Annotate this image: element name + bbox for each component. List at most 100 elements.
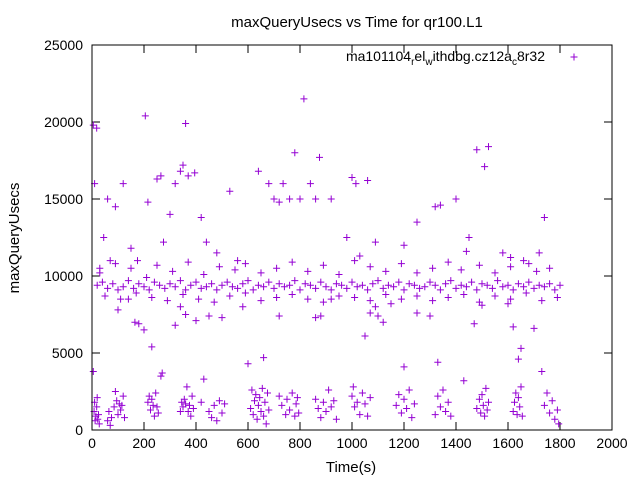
data-point [182,311,190,318]
data-point [234,284,242,292]
data-point [111,388,119,395]
data-point [93,281,101,289]
data-point [176,303,184,311]
data-point [499,249,507,257]
data-point [286,406,294,414]
data-point [286,281,294,289]
data-point [98,278,106,286]
data-point [262,420,270,428]
data-point [213,249,221,257]
data-point [296,286,304,294]
data-point [114,306,122,314]
data-point [124,277,132,285]
data-point [317,312,325,320]
data-point [312,395,320,403]
data-point [462,283,470,291]
data-point [436,403,444,411]
data-point [93,403,101,411]
y-tick-label: 15000 [44,191,83,207]
legend-label-part: ma101104 [346,48,411,64]
data-point [144,198,152,206]
legend-label-part: r [411,57,415,68]
data-point [127,244,135,252]
data-point [513,411,521,419]
data-point [553,406,561,414]
data-point [205,408,213,416]
data-point [426,278,434,286]
data-point [153,403,161,411]
data-point [540,213,548,221]
data-point [114,286,122,294]
data-point [135,280,143,288]
data-point [332,280,340,288]
data-point [210,298,218,306]
data-point [261,398,269,406]
data-point [208,414,216,422]
data-point [473,404,481,412]
data-point [518,412,526,420]
data-point [239,280,247,288]
data-point [158,369,166,377]
data-point [395,391,403,399]
data-point [273,294,281,302]
x-tick-label: 1200 [388,435,419,451]
data-point [197,284,205,292]
data-point [249,411,257,419]
data-point [444,294,452,302]
data-point [127,264,135,272]
data-point [366,309,374,317]
data-point [182,120,190,128]
data-point [182,400,190,408]
data-point [444,398,452,406]
data-point [176,277,184,285]
data-point [241,260,249,268]
data-point [555,420,563,428]
data-point [343,284,351,292]
data-point [447,277,455,285]
data-point [551,286,559,294]
data-point [517,383,525,391]
data-point [226,292,234,300]
data-point [482,384,490,392]
data-point [273,264,281,272]
data-point [110,403,118,411]
data-point [361,400,369,408]
data-point [197,398,205,406]
data-point [288,258,296,266]
data-point [379,284,387,292]
data-point [413,309,421,317]
data-point [279,180,287,188]
data-point [218,314,226,322]
data-point [410,400,418,408]
data-point [408,414,416,422]
data-point [358,281,366,289]
data-point [379,318,387,326]
data-point [265,278,273,286]
data-point [200,270,208,278]
data-point [366,263,374,271]
data-point [253,415,261,423]
data-point [410,281,418,289]
data-point [405,280,413,288]
data-point [231,266,239,274]
data-point [511,398,518,406]
data-point [161,284,169,292]
data-point [322,408,330,416]
data-point [361,332,369,340]
data-point [479,401,487,409]
chart-title: maxQueryUsecs vs Time for qr100.L1 [231,14,483,31]
data-point [356,411,364,419]
data-point [330,397,338,405]
data-point [374,277,382,285]
data-point [111,260,119,268]
x-tick-label: 400 [184,435,208,451]
data-point [436,286,444,294]
data-point [317,414,325,422]
data-point [507,254,515,262]
data-point [244,277,252,285]
data-point [104,417,112,425]
data-point [153,261,161,269]
data-point [257,408,265,416]
plot-frame [91,44,613,431]
data-point [516,403,524,411]
